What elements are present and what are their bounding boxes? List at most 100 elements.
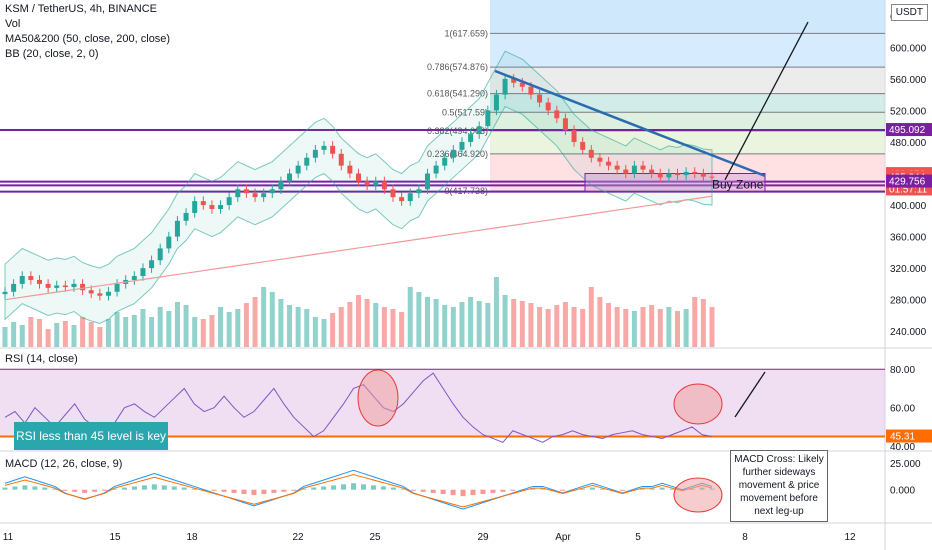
volume-bar — [562, 302, 568, 347]
macd-hist-bar — [599, 488, 605, 490]
macd-hist-bar — [500, 489, 506, 492]
volume-bar — [571, 307, 577, 347]
candle-body — [2, 291, 8, 295]
candle-body — [519, 82, 525, 87]
candle-body — [174, 220, 180, 237]
volume-bar — [243, 303, 249, 347]
volume-bar — [62, 321, 68, 347]
macd-hist-bar — [112, 488, 118, 490]
currency-label[interactable]: USDT — [890, 4, 928, 21]
macd-hist-bar — [590, 487, 596, 490]
volume-bar — [105, 319, 111, 347]
volume-bar — [683, 309, 689, 347]
macd-hist-bar — [311, 487, 317, 490]
macd-hist-bar — [211, 489, 217, 491]
price-tick-label: 560.000 — [890, 75, 927, 86]
macd-hist-bar — [2, 487, 8, 490]
volume-bar — [235, 309, 241, 347]
volume-bar — [442, 305, 448, 347]
volume-bar — [640, 307, 646, 347]
rsi-highlight-circle — [673, 383, 723, 425]
volume-bar — [28, 317, 34, 347]
volume-bar — [450, 307, 456, 347]
macd-hist-bar — [510, 489, 516, 491]
volume-bar — [519, 301, 525, 347]
candle-body — [330, 145, 336, 154]
volume-bar — [304, 309, 310, 347]
volume-bar — [140, 309, 146, 347]
macd-hist-bar — [301, 488, 307, 490]
macd-hist-bar — [161, 485, 167, 490]
candle-body — [11, 283, 17, 292]
volume-bar — [614, 307, 620, 347]
time-tick-label: 12 — [844, 532, 856, 543]
macd-hist-bar — [619, 489, 625, 491]
candle-body — [666, 173, 672, 178]
candle-body — [71, 283, 77, 288]
volume-bar — [692, 297, 698, 347]
buy-zone-label: Buy Zone — [712, 178, 764, 192]
macd-hist-bar — [121, 487, 127, 490]
candle-body — [545, 102, 551, 111]
time-tick-label: 25 — [369, 532, 381, 543]
volume-bar — [36, 319, 42, 347]
macd-highlight-circle — [673, 477, 723, 513]
rsi-highlight-circle — [357, 369, 399, 427]
fib-level-label: 1(617.659) — [444, 28, 488, 38]
macd-hist-bar — [72, 489, 78, 492]
candle-body — [580, 141, 586, 150]
candle-body — [200, 201, 206, 206]
volume-bar — [11, 322, 17, 347]
volume-bar — [80, 317, 86, 347]
price-tag — [886, 174, 932, 188]
volume-bar — [114, 312, 120, 347]
volume-bar — [149, 317, 155, 347]
volume-bar — [338, 307, 344, 347]
candle-body — [390, 189, 396, 198]
rsi-tick-label: 40.00 — [890, 442, 915, 453]
macd-hist-bar — [321, 486, 327, 490]
volume-bar — [623, 309, 629, 347]
macd-line — [4, 469, 713, 510]
candle-body — [537, 94, 543, 103]
candle-body — [657, 173, 663, 178]
fib-extension-zone — [490, 0, 885, 34]
candle-body — [131, 276, 137, 280]
fib-level-label: 0.786(574.876) — [427, 62, 488, 72]
volume-bar — [157, 307, 163, 347]
candle-body — [700, 173, 706, 177]
volume-bar — [131, 315, 137, 347]
volume-bar — [54, 323, 60, 347]
time-tick-label: 29 — [477, 532, 489, 543]
macd-title: MACD (12, 26, close, 9) — [5, 458, 123, 470]
volume-bar — [209, 315, 215, 347]
volume-bar — [261, 287, 267, 347]
volume-bar — [356, 295, 361, 347]
volume-bar — [321, 319, 327, 347]
candle-body — [321, 145, 327, 150]
macd-tick-label: 0.000 — [890, 486, 915, 497]
macd-hist-bar — [450, 489, 456, 496]
rsi-note: RSI less than 45 level is key — [14, 422, 168, 450]
price-tick-label: 280.000 — [890, 296, 927, 307]
macd-hist-bar — [291, 489, 297, 491]
candle-body — [269, 189, 275, 194]
price-tag-text: 01:57:11 — [889, 184, 928, 195]
volume-bar — [19, 325, 25, 347]
candle-body — [28, 276, 34, 280]
macd-hist-bar — [669, 488, 675, 490]
volume-bar — [675, 311, 681, 347]
candle-body — [675, 173, 681, 176]
macd-hist-bar — [221, 489, 227, 492]
macd-hist-bar — [92, 489, 98, 492]
macd-hist-bar — [649, 488, 655, 490]
time-tick-label: 18 — [186, 532, 198, 543]
macd-hist-bar — [480, 489, 486, 494]
candle-body — [218, 205, 224, 209]
candle-body — [493, 94, 499, 111]
candle-body — [433, 165, 439, 174]
candle-body — [692, 171, 698, 174]
candle-body — [683, 171, 689, 176]
